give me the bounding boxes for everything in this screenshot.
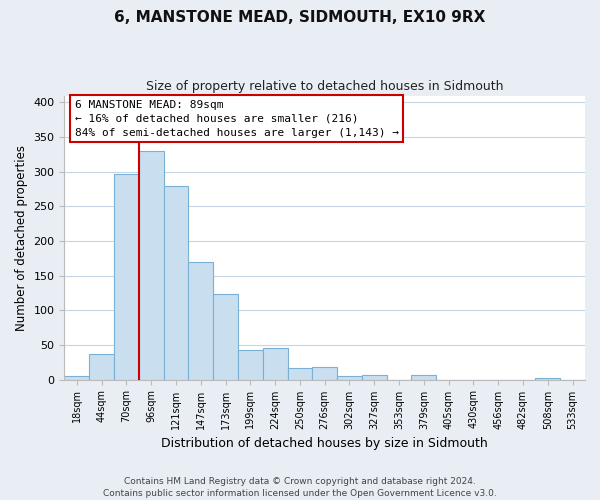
Bar — [213, 294, 238, 380]
Bar — [164, 186, 188, 380]
Bar — [313, 367, 337, 380]
Text: Contains HM Land Registry data © Crown copyright and database right 2024.
Contai: Contains HM Land Registry data © Crown c… — [103, 476, 497, 498]
Text: 6 MANSTONE MEAD: 89sqm
← 16% of detached houses are smaller (216)
84% of semi-de: 6 MANSTONE MEAD: 89sqm ← 16% of detached… — [75, 100, 399, 138]
Bar — [188, 262, 213, 380]
Bar — [114, 174, 139, 380]
Bar — [64, 376, 89, 380]
Bar — [139, 151, 164, 380]
X-axis label: Distribution of detached houses by size in Sidmouth: Distribution of detached houses by size … — [161, 437, 488, 450]
Bar — [535, 378, 560, 380]
Text: 6, MANSTONE MEAD, SIDMOUTH, EX10 9RX: 6, MANSTONE MEAD, SIDMOUTH, EX10 9RX — [115, 10, 485, 25]
Bar — [287, 368, 313, 380]
Bar — [362, 376, 386, 380]
Bar — [89, 354, 114, 380]
Y-axis label: Number of detached properties: Number of detached properties — [15, 144, 28, 330]
Bar — [412, 376, 436, 380]
Bar — [238, 350, 263, 380]
Title: Size of property relative to detached houses in Sidmouth: Size of property relative to detached ho… — [146, 80, 503, 93]
Bar — [263, 348, 287, 380]
Bar — [337, 376, 362, 380]
